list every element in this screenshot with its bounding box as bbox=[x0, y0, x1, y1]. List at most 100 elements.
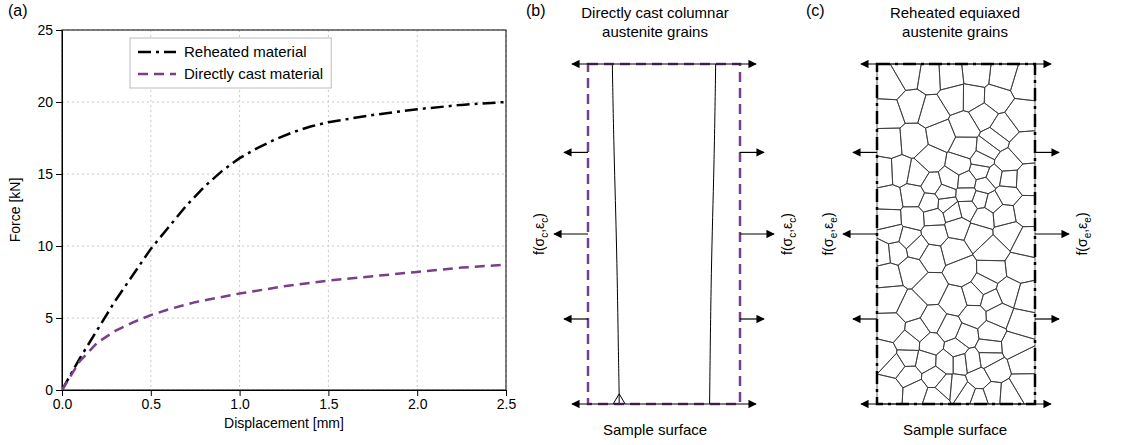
grain bbox=[896, 289, 927, 322]
grain bbox=[1006, 308, 1035, 339]
grain bbox=[1014, 280, 1035, 313]
figure: (a)(b)(c)0.00.51.01.52.02.50510152025Dis… bbox=[0, 0, 1146, 445]
diagram-panel: Reheated equiaxedaustenite grainsf(σe,εe… bbox=[820, 4, 1093, 438]
grain bbox=[935, 184, 956, 199]
stress-strain-label-part: f(σ bbox=[779, 237, 795, 255]
y-tick: 20 bbox=[37, 94, 62, 110]
panel-label: (c) bbox=[806, 2, 825, 19]
load-arrow bbox=[1035, 152, 1059, 153]
grain bbox=[897, 89, 926, 123]
x-tick-label: 1.0 bbox=[230, 396, 250, 412]
grain bbox=[945, 217, 971, 240]
stress-strain-label: f(σc,εc) bbox=[531, 213, 550, 255]
grid-line-y bbox=[62, 102, 506, 103]
grain bbox=[958, 305, 986, 328]
grain bbox=[912, 272, 949, 305]
grid-line-y bbox=[62, 318, 506, 319]
x-tick-label: 0.0 bbox=[53, 396, 73, 412]
panel-title: Reheated equiaxed bbox=[890, 4, 1020, 21]
load-arrow bbox=[843, 233, 877, 234]
grain bbox=[920, 304, 946, 333]
stress-strain-label-part: ) bbox=[1074, 212, 1090, 217]
x-tick-label: 1.5 bbox=[319, 396, 339, 412]
grain bbox=[919, 244, 945, 272]
grain bbox=[877, 286, 908, 314]
grain bbox=[950, 374, 968, 404]
grain bbox=[942, 255, 977, 287]
load-arrow bbox=[861, 403, 1051, 404]
legend: Reheated materialDirectly cast material bbox=[130, 38, 331, 88]
panel-title: austenite grains bbox=[602, 23, 708, 40]
load-arrow bbox=[564, 152, 588, 153]
grain bbox=[907, 158, 930, 186]
stress-strain-label-part: ,ε bbox=[1074, 223, 1090, 233]
stress-strain-label-part: f(σ bbox=[1074, 238, 1090, 256]
grain bbox=[938, 284, 967, 316]
stress-strain-label-part: f(σ bbox=[531, 237, 547, 255]
grain bbox=[1007, 346, 1035, 374]
grain bbox=[877, 99, 905, 129]
grain bbox=[917, 64, 940, 95]
grain bbox=[919, 332, 944, 355]
grain bbox=[1001, 331, 1035, 359]
panel-title: Directly cast columnar bbox=[581, 4, 729, 21]
stress-strain-label-part: ,ε bbox=[779, 223, 795, 233]
y-tick-mark bbox=[56, 174, 62, 175]
grain bbox=[1010, 226, 1035, 257]
grain bbox=[995, 186, 1022, 206]
grain bbox=[958, 170, 977, 188]
stress-strain-label-part: ) bbox=[820, 212, 836, 217]
grain bbox=[893, 330, 919, 351]
grain bbox=[945, 152, 971, 175]
load-arrow bbox=[554, 233, 588, 234]
y-tick-mark bbox=[56, 318, 62, 319]
grain bbox=[1008, 131, 1035, 164]
y-axis: 0 5 10 15 20 25 bbox=[37, 22, 62, 398]
x-axis: 0.00.51.01.52.02.5 bbox=[53, 390, 517, 412]
y-tick-label: 10 bbox=[37, 238, 53, 254]
y-tick-label: 0 bbox=[45, 382, 53, 398]
panel-label: (b) bbox=[526, 2, 546, 19]
load-arrow bbox=[1035, 318, 1059, 319]
grain bbox=[1016, 163, 1035, 196]
grain bbox=[1009, 374, 1035, 404]
grain bbox=[936, 349, 954, 374]
load-arrow bbox=[572, 63, 756, 64]
grain-boundaries bbox=[612, 64, 715, 404]
grid-line-y bbox=[62, 246, 506, 247]
grid-line-x bbox=[417, 30, 418, 390]
x-axis-title: Displacement [mm] bbox=[224, 415, 344, 431]
grain bbox=[925, 119, 955, 152]
grain-boundary bbox=[710, 64, 716, 404]
grain bbox=[921, 225, 948, 246]
grain bbox=[877, 339, 897, 374]
grain bbox=[984, 357, 1012, 382]
grain bbox=[962, 64, 991, 87]
grain bbox=[877, 353, 905, 378]
load-arrow bbox=[564, 318, 588, 319]
data-line bbox=[62, 102, 506, 390]
grain-boundary bbox=[613, 394, 625, 404]
sample-border bbox=[877, 64, 1035, 404]
grain-boundaries bbox=[877, 64, 1035, 404]
load-arrow bbox=[740, 233, 774, 234]
y-tick: 25 bbox=[37, 22, 62, 38]
y-tick-label: 15 bbox=[37, 166, 53, 182]
grain bbox=[990, 112, 1020, 142]
grain bbox=[958, 201, 977, 222]
sample-border bbox=[588, 64, 740, 404]
x-tick: 1.5 bbox=[319, 390, 339, 412]
grain bbox=[955, 323, 979, 348]
grain bbox=[979, 353, 1004, 369]
y-tick-label: 5 bbox=[45, 310, 53, 326]
x-tick: 0.5 bbox=[142, 390, 162, 412]
y-tick-mark bbox=[56, 246, 62, 247]
stress-strain-label-part: ,ε bbox=[820, 223, 836, 233]
grain bbox=[974, 177, 995, 193]
grain-boundary bbox=[612, 64, 619, 394]
stress-strain-label-part: f(σ bbox=[820, 238, 836, 256]
grain bbox=[877, 185, 903, 210]
grain bbox=[986, 303, 1014, 329]
legend-label: Directly cast material bbox=[184, 65, 323, 82]
grain bbox=[877, 374, 903, 404]
